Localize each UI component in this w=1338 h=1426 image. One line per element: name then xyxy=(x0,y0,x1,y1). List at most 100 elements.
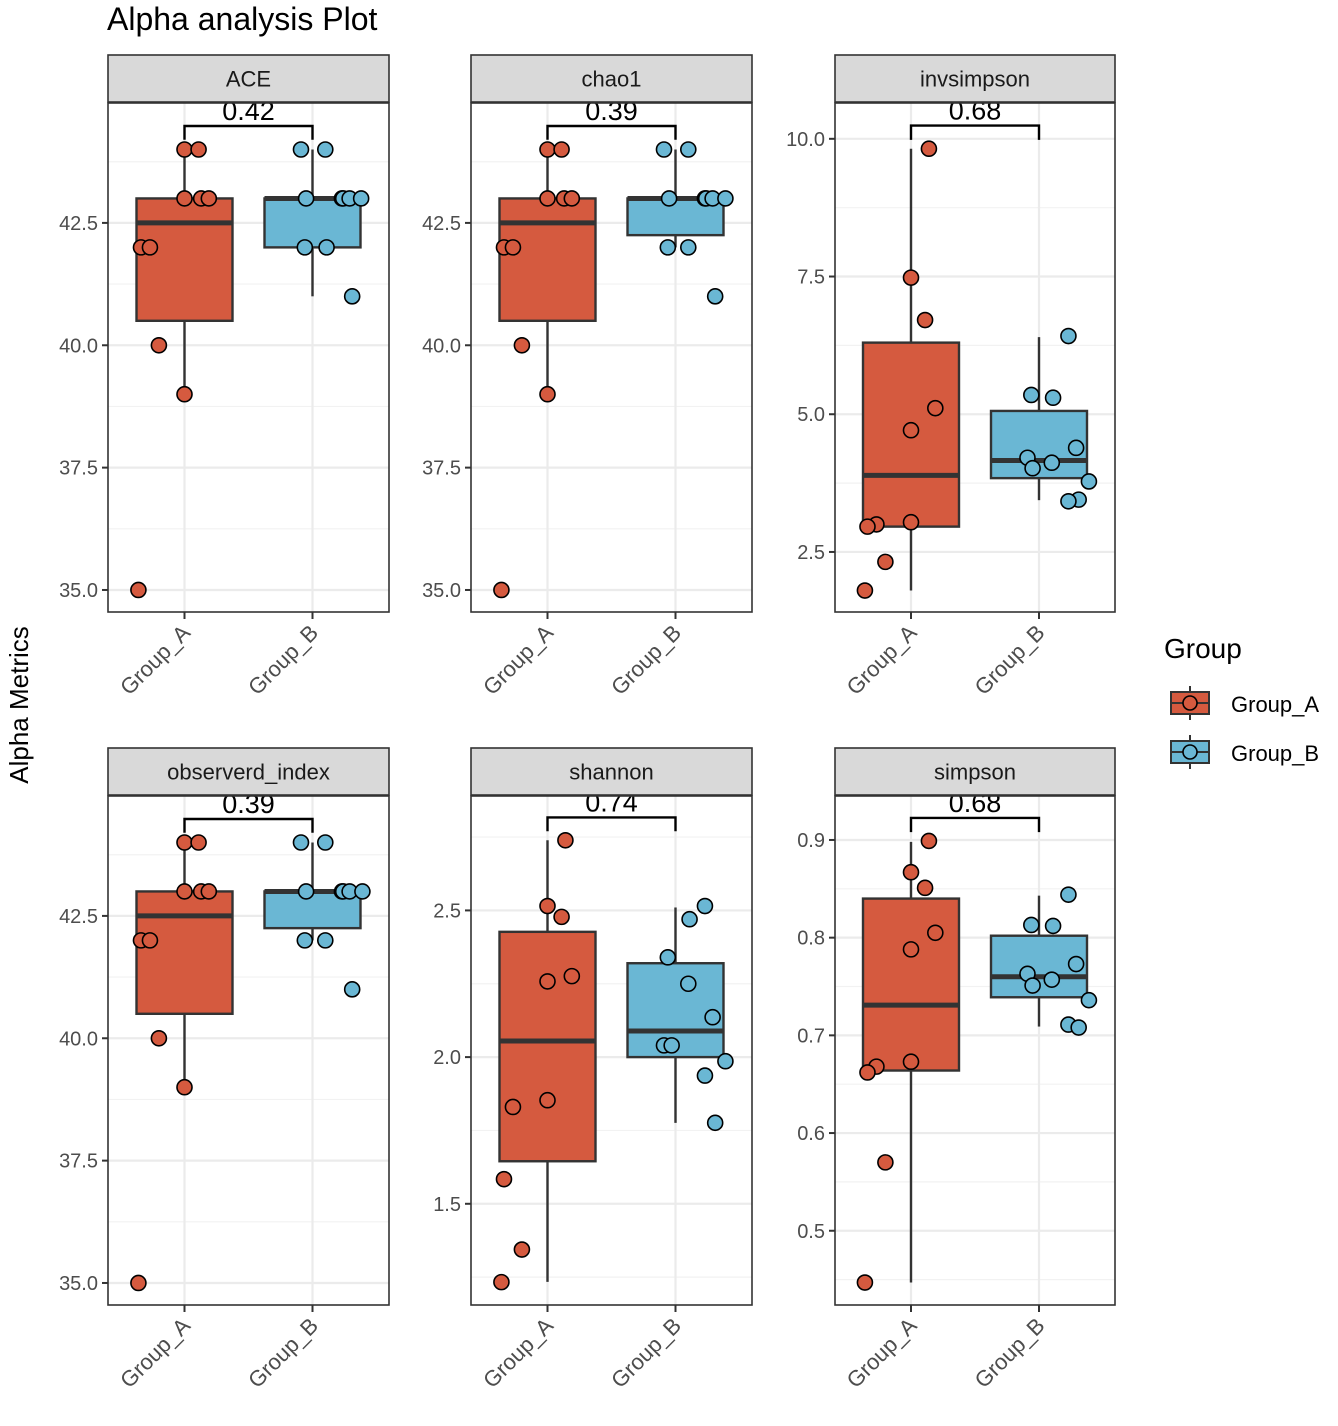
data-point xyxy=(343,288,361,305)
panel-border xyxy=(470,795,753,1306)
panel-border xyxy=(107,795,390,1306)
x-tick-label: Group_B xyxy=(606,620,686,700)
facet-strip xyxy=(107,747,390,796)
data-point xyxy=(859,518,876,535)
data-point xyxy=(1024,459,1041,477)
y-tick-label: 35.0 xyxy=(422,580,461,602)
data-point xyxy=(190,834,207,851)
data-point xyxy=(190,141,207,158)
legend-label-group-a: Group_A xyxy=(1231,692,1319,717)
data-point xyxy=(176,141,193,158)
y-tick-label: 37.5 xyxy=(59,458,98,480)
y-tick-label: 1.5 xyxy=(433,1194,461,1216)
x-tick-label: Group_B xyxy=(970,1313,1050,1393)
p-value-label: 0.42 xyxy=(222,96,275,126)
facet-strip-label: shannon xyxy=(569,760,653,785)
p-value-label: 0.68 xyxy=(949,788,1002,818)
legend-point xyxy=(1182,744,1198,760)
data-point xyxy=(296,239,314,256)
legend-item-group-a: Group_A xyxy=(1170,686,1319,720)
panel-border xyxy=(834,795,1116,1306)
data-point xyxy=(902,269,920,286)
y-axis-label: Alpha Metrics xyxy=(4,626,34,784)
data-point xyxy=(493,581,510,599)
data-point xyxy=(1067,439,1085,457)
data-point xyxy=(539,1091,556,1109)
data-point xyxy=(539,973,556,990)
data-point xyxy=(902,863,920,881)
box-group-a xyxy=(861,841,961,1283)
data-point xyxy=(660,190,678,207)
data-point xyxy=(176,883,193,900)
data-point xyxy=(292,141,310,158)
data-point xyxy=(354,883,371,900)
box-iqr xyxy=(498,930,597,1163)
data-point xyxy=(902,941,920,958)
y-tick-label: 5.0 xyxy=(797,404,825,426)
facet-strip xyxy=(834,747,1116,796)
x-tick-label: Group_B xyxy=(243,1313,323,1393)
y-tick-label: 2.5 xyxy=(797,542,825,564)
data-point xyxy=(296,932,314,949)
data-point xyxy=(1060,492,1077,510)
panel-plot-area: 0.74 xyxy=(471,787,752,1305)
x-tick-label: Group_A xyxy=(478,1313,558,1393)
data-point xyxy=(717,1052,734,1070)
data-point xyxy=(316,141,334,158)
data-point xyxy=(513,1241,531,1258)
data-point xyxy=(130,581,147,599)
chart-title: Alpha analysis Plot xyxy=(107,1,377,37)
data-point xyxy=(877,553,894,571)
legend-point xyxy=(1182,695,1198,711)
panel-plot-area: 0.39 xyxy=(108,796,389,1305)
p-value-label: 0.68 xyxy=(949,96,1002,126)
legend: Group Group_A Group_B xyxy=(1164,633,1319,769)
panel-plot-area: 0.68 xyxy=(835,96,1115,612)
y-tick-label: 42.5 xyxy=(59,906,98,928)
legend-title: Group xyxy=(1164,633,1242,664)
data-point xyxy=(176,834,193,851)
data-point xyxy=(706,1114,724,1132)
y-tick-label: 10.0 xyxy=(786,129,825,151)
facet-strip-label: invsimpson xyxy=(920,67,1030,92)
data-point xyxy=(1023,916,1040,934)
panel-border xyxy=(470,102,753,613)
y-tick-label: 2.5 xyxy=(433,900,461,922)
legend-key-group-a xyxy=(1170,686,1210,720)
data-point xyxy=(920,832,938,850)
data-point xyxy=(877,1154,894,1171)
y-tick-label: 0.6 xyxy=(797,1123,825,1145)
data-point xyxy=(696,897,714,915)
box-iqr xyxy=(861,897,961,1072)
data-point xyxy=(495,1170,513,1188)
y-tick-label: 37.5 xyxy=(422,458,461,480)
data-point xyxy=(659,239,677,256)
data-point xyxy=(927,924,944,942)
panel-plot-area: 0.68 xyxy=(835,788,1115,1305)
data-point xyxy=(539,385,556,403)
facet-strip-label: simpson xyxy=(934,760,1016,785)
significance-bracket xyxy=(546,124,677,140)
x-tick-label: Group_B xyxy=(970,620,1050,700)
y-tick-label: 2.0 xyxy=(433,1047,461,1069)
data-point xyxy=(318,239,335,256)
facet-strip-label: chao1 xyxy=(582,67,642,92)
facet-strip-label: observerd_index xyxy=(167,760,330,785)
data-point xyxy=(679,239,697,256)
data-point xyxy=(704,1008,721,1026)
box-iqr xyxy=(135,197,234,322)
facet-panel-observerd-index: observerd_index 0.39 35.0 37.5 40.0 42.5 Group… xyxy=(59,747,390,1393)
p-value-label: 0.74 xyxy=(585,787,638,817)
facet-strip xyxy=(470,747,753,796)
y-tick-label: 0.8 xyxy=(797,928,825,950)
data-point xyxy=(352,190,370,207)
data-point xyxy=(504,239,522,256)
data-point xyxy=(679,141,697,158)
data-point xyxy=(655,141,673,158)
x-tick-label: Group_A xyxy=(115,1313,195,1393)
significance-bracket xyxy=(183,124,314,140)
data-point xyxy=(706,288,724,305)
data-point xyxy=(176,190,193,207)
box-iqr xyxy=(498,197,597,322)
data-point xyxy=(902,1053,920,1071)
